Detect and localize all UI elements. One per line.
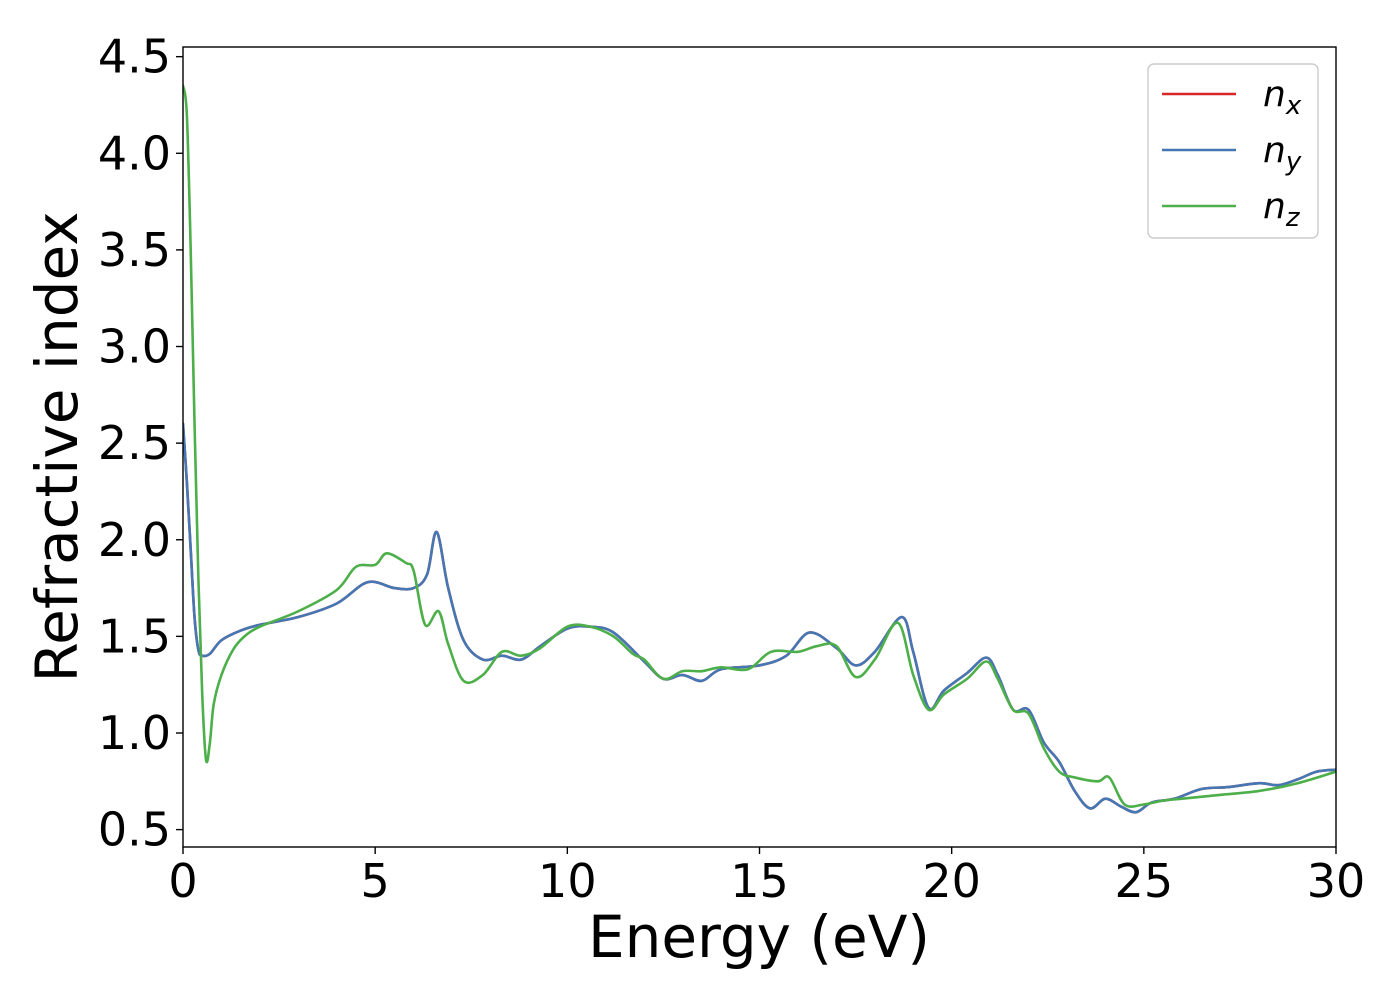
x-tick-label: 15 xyxy=(730,854,789,908)
x-axis-label: Energy (eV) xyxy=(588,903,930,971)
x-tick-label: 10 xyxy=(538,854,597,908)
y-axis: 0.5 1.0 1.5 2.0 2.5 3.0 3.5 4.0 4.5 xyxy=(98,30,183,857)
legend-label-nx: nx xyxy=(1263,74,1302,121)
x-axis: 0 5 10 15 20 25 30 xyxy=(168,847,1365,908)
x-tick-label: 25 xyxy=(1115,854,1174,908)
y-tick-label: 4.5 xyxy=(98,30,171,84)
x-tick-label: 5 xyxy=(361,854,390,908)
y-tick-label: 1.0 xyxy=(98,706,171,760)
y-tick-label: 4.0 xyxy=(98,126,171,180)
y-tick-label: 1.5 xyxy=(98,609,171,663)
x-tick-label: 30 xyxy=(1307,854,1366,908)
series-line-nz xyxy=(183,84,1336,808)
legend-label-nz: nz xyxy=(1263,186,1301,233)
series-line-nx xyxy=(183,422,1336,814)
y-axis-label: Refractive index xyxy=(23,211,91,682)
series-line-ny xyxy=(183,422,1336,814)
legend: nx ny nz xyxy=(1147,63,1319,239)
series-layer xyxy=(183,84,1336,814)
x-tick-label: 0 xyxy=(168,854,197,908)
y-tick-label: 0.5 xyxy=(98,803,171,857)
legend-label-ny: ny xyxy=(1263,130,1302,177)
x-tick-label: 20 xyxy=(922,854,981,908)
y-tick-label: 3.5 xyxy=(98,223,171,277)
y-tick-label: 2.5 xyxy=(98,416,171,470)
y-tick-label: 2.0 xyxy=(98,513,171,567)
y-tick-label: 3.0 xyxy=(98,320,171,374)
